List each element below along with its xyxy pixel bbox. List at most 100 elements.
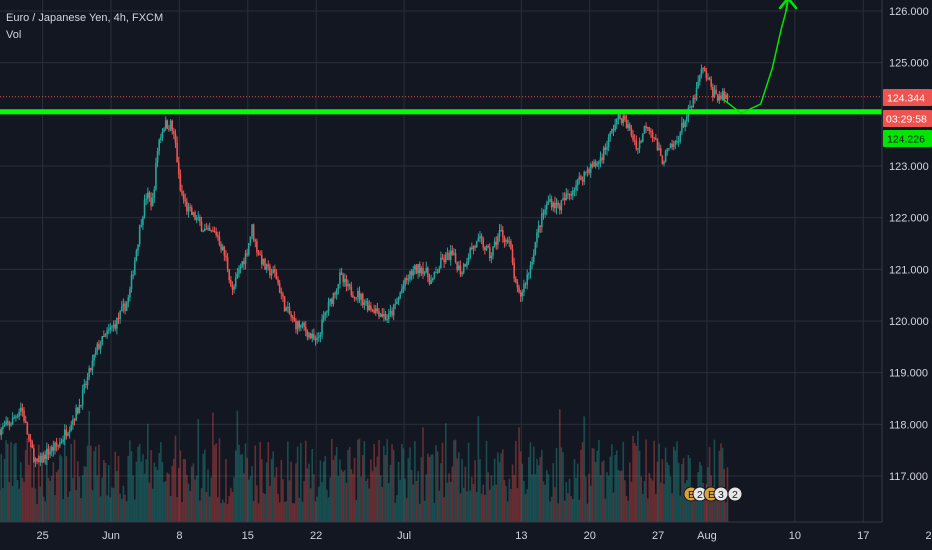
volume-bar bbox=[83, 466, 86, 522]
candle-body bbox=[697, 81, 699, 88]
volume-bar bbox=[192, 463, 195, 522]
candle-body bbox=[361, 293, 364, 305]
volume-bar bbox=[640, 476, 642, 522]
candle-body bbox=[124, 303, 126, 311]
symbol-title[interactable]: Euro / Japanese Yen, 4h, FXCM bbox=[6, 12, 164, 24]
volume-bar bbox=[244, 443, 247, 522]
event-badges[interactable]: E 2 E 3 2 bbox=[683, 486, 743, 502]
candle-body bbox=[612, 129, 615, 131]
volume-bar bbox=[309, 488, 312, 522]
candle-body bbox=[549, 199, 551, 202]
candle-body bbox=[625, 119, 628, 129]
volume-bar bbox=[324, 455, 327, 522]
candle-body bbox=[399, 292, 401, 298]
volume-bar bbox=[68, 491, 71, 522]
candle-body bbox=[153, 189, 156, 198]
candle-body bbox=[301, 322, 304, 325]
volume-bar bbox=[142, 454, 144, 522]
volume-bar bbox=[23, 482, 25, 522]
volume-bar bbox=[290, 461, 292, 522]
event-badge[interactable] bbox=[727, 486, 743, 502]
volume-bar bbox=[174, 435, 177, 522]
candle-body bbox=[387, 313, 390, 320]
candle-body bbox=[133, 260, 136, 275]
volume-bar bbox=[529, 442, 532, 522]
event-badge-label: 2 bbox=[732, 489, 738, 501]
candle-body bbox=[68, 430, 71, 433]
candle-body bbox=[604, 147, 607, 150]
volume-bar bbox=[41, 453, 43, 522]
candle-body bbox=[205, 228, 208, 230]
candle-body bbox=[550, 199, 553, 208]
candle-body bbox=[436, 271, 439, 273]
volume-bar bbox=[49, 480, 51, 522]
volume-bar bbox=[260, 459, 263, 522]
volume-bar bbox=[524, 493, 527, 522]
x-tick-label: Jul bbox=[397, 530, 411, 542]
volume-bar bbox=[506, 501, 509, 522]
volume-bar bbox=[459, 493, 462, 522]
volume-bar bbox=[203, 449, 206, 522]
volume-bar bbox=[218, 438, 221, 522]
volume-bar bbox=[117, 456, 120, 522]
candle-body bbox=[340, 272, 343, 276]
candle-body bbox=[194, 212, 196, 220]
volume-bar bbox=[479, 459, 481, 522]
volume-bar bbox=[345, 482, 348, 522]
volume-bar bbox=[155, 466, 157, 522]
candle-body bbox=[589, 164, 592, 173]
candle-body bbox=[311, 333, 314, 339]
volume-bar bbox=[344, 470, 346, 522]
volume-bar bbox=[474, 460, 476, 522]
candle-body bbox=[111, 326, 113, 328]
candle-body bbox=[29, 439, 32, 442]
volume-bar bbox=[15, 442, 17, 522]
volume-bar bbox=[127, 455, 130, 522]
volume-bar bbox=[114, 451, 117, 522]
volume-bar bbox=[55, 472, 58, 522]
candle-body bbox=[648, 127, 651, 131]
candle-body bbox=[528, 273, 530, 275]
candle-body bbox=[718, 95, 721, 101]
price-axis-panel[interactable] bbox=[882, 0, 932, 522]
volume-bar bbox=[518, 427, 520, 522]
volume-bar bbox=[212, 412, 214, 522]
volume-bar bbox=[140, 461, 143, 522]
candle-body bbox=[358, 290, 361, 300]
volume-bar bbox=[147, 423, 149, 522]
candle-body bbox=[519, 292, 522, 297]
volume-bar bbox=[42, 496, 45, 522]
volume-bar bbox=[410, 470, 413, 522]
volume-bar bbox=[348, 447, 351, 522]
volume-bar bbox=[576, 463, 579, 522]
candle-body bbox=[666, 149, 669, 152]
volume-bar bbox=[500, 453, 502, 522]
candle-body bbox=[456, 261, 458, 271]
volume-bar bbox=[371, 471, 374, 522]
volume-indicator-label[interactable]: Vol bbox=[6, 29, 22, 41]
candle-body bbox=[337, 284, 340, 290]
candle-body bbox=[449, 250, 452, 261]
volume-bar bbox=[287, 441, 289, 522]
candle-body bbox=[619, 114, 621, 119]
candle-body bbox=[145, 198, 147, 200]
volume-bar bbox=[179, 450, 182, 522]
candle-body bbox=[438, 268, 441, 273]
candle-body bbox=[677, 141, 680, 143]
candle-body bbox=[117, 317, 120, 320]
candle-body bbox=[33, 448, 35, 462]
overlays bbox=[0, 0, 882, 115]
candle-body bbox=[596, 164, 599, 166]
candle-body bbox=[620, 118, 623, 123]
candle-body bbox=[645, 126, 647, 129]
chart-legend[interactable]: Euro / Japanese Yen, 4h, FXCM Vol bbox=[6, 10, 163, 44]
volume-bar bbox=[150, 450, 152, 522]
event-badge-label: 2 bbox=[697, 489, 703, 501]
volume-bar bbox=[91, 490, 94, 522]
candle-body bbox=[633, 139, 636, 141]
candle-body bbox=[541, 213, 543, 228]
time-axis-panel[interactable] bbox=[0, 522, 932, 550]
candle-body bbox=[611, 129, 613, 133]
candle-body bbox=[207, 227, 209, 230]
